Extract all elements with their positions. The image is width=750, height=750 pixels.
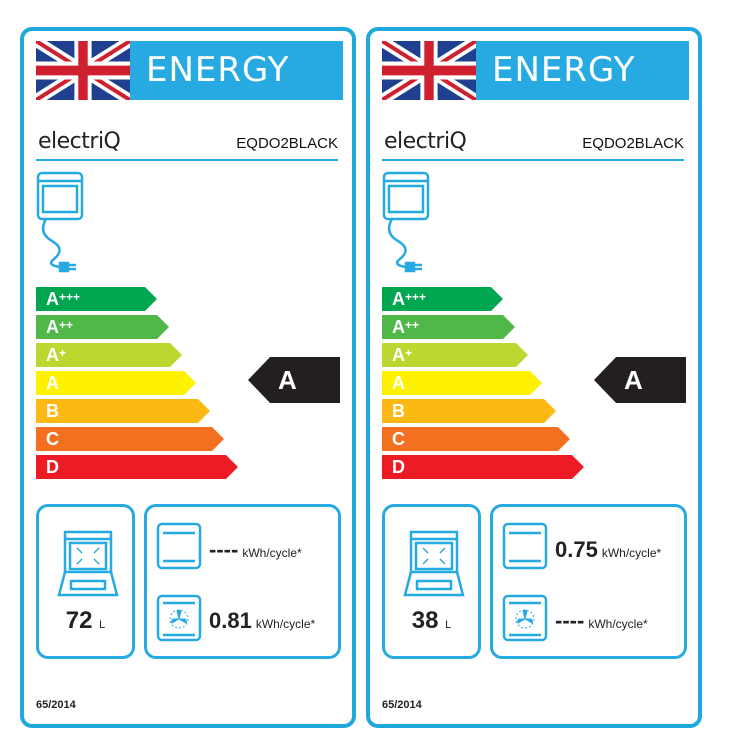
energy-class-bar: B <box>382 399 556 423</box>
conventional-oven-icon <box>501 521 549 571</box>
brand-logo: electriQ <box>384 129 467 154</box>
uk-flag-icon <box>36 41 130 100</box>
energy-class-bar: A+ <box>36 343 182 367</box>
unit: kWh/cycle* <box>255 617 316 631</box>
energy-class-bar: B <box>36 399 210 423</box>
class-letter: B <box>46 401 59 421</box>
energy-class-bar: C <box>36 427 224 451</box>
class-letter: A <box>392 345 405 365</box>
energy-class-bar: A+ <box>382 343 528 367</box>
class-letter: C <box>392 429 405 449</box>
energy-header: ENERGY <box>130 41 343 100</box>
unit: kWh/cycle* <box>588 617 648 631</box>
unit: kWh/cycle* <box>242 546 302 560</box>
class-letter: A <box>392 317 405 337</box>
fan-forced-consumption: ---- kWh/cycle* <box>555 608 648 634</box>
model-number: EQDO2BLACK <box>236 135 338 152</box>
class-plus: + <box>59 346 67 360</box>
divider <box>36 159 338 161</box>
conventional-consumption: 0.75 kWh/cycle* <box>555 537 661 563</box>
model-number: EQDO2BLACK <box>582 135 684 152</box>
oven-volume: 38 L <box>385 607 478 635</box>
energy-class-bar: A+++ <box>36 287 157 311</box>
volume-unit: L <box>99 619 106 631</box>
class-letter: C <box>46 429 59 449</box>
class-plus: +++ <box>59 290 81 304</box>
conventional-value: ---- <box>209 537 239 562</box>
energy-label: ENERGY electriQ EQDO2BLACK A+++ A++ A+ A B C D… <box>366 27 702 728</box>
volume-value: 38 <box>411 607 439 634</box>
energy-class-bar: D <box>36 455 238 479</box>
class-letter: D <box>46 457 59 477</box>
brand-logo: electriQ <box>38 129 121 154</box>
regulation-number: 65/2014 <box>36 699 76 711</box>
class-letter: A <box>392 373 405 393</box>
energy-rating-arrow: A <box>594 357 686 403</box>
energy-consumption-box: 0.75 kWh/cycle* ---- kWh/cycle* <box>490 504 687 659</box>
oven-cavity-icon <box>403 530 465 597</box>
energy-class-bar: A+++ <box>382 287 503 311</box>
class-letter: A <box>46 345 59 365</box>
divider <box>382 159 684 161</box>
class-plus: + <box>405 346 413 360</box>
energy-label: ENERGY electriQ EQDO2BLACK A+++ A++ A+ A B C D… <box>20 27 356 728</box>
energy-class-bar: A++ <box>382 315 515 339</box>
energy-class-bar: A <box>36 371 196 395</box>
class-letter: D <box>392 457 405 477</box>
electric-oven-icon <box>36 171 84 273</box>
class-plus: ++ <box>405 318 420 332</box>
volume-unit: L <box>445 619 452 631</box>
fan-oven-icon <box>501 593 549 643</box>
oven-volume: 72 L <box>39 607 132 635</box>
fan-forced-value: ---- <box>555 608 585 633</box>
class-letter: A <box>46 289 59 309</box>
fan-forced-consumption: 0.81 kWh/cycle* <box>209 608 315 634</box>
fan-forced-value: 0.81 <box>209 608 252 633</box>
regulation-number: 65/2014 <box>382 699 422 711</box>
energy-class-bar: C <box>382 427 570 451</box>
energy-class-bar: A++ <box>36 315 169 339</box>
uk-flag-icon <box>382 41 476 100</box>
fan-oven-icon <box>155 593 203 643</box>
electric-oven-icon <box>382 171 430 273</box>
conventional-value: 0.75 <box>555 537 598 562</box>
class-letter: B <box>392 401 405 421</box>
unit: kWh/cycle* <box>601 546 662 560</box>
volume-box: 38 L <box>382 504 481 659</box>
energy-consumption-box: ---- kWh/cycle* 0.81 kWh/cycle* <box>144 504 341 659</box>
volume-box: 72 L <box>36 504 135 659</box>
energy-class-bar: D <box>382 455 584 479</box>
energy-rating-arrow: A <box>248 357 340 403</box>
class-letter: A <box>46 373 59 393</box>
volume-value: 72 <box>65 607 93 634</box>
energy-header: ENERGY <box>476 41 689 100</box>
energy-class-bar: A <box>382 371 542 395</box>
conventional-consumption: ---- kWh/cycle* <box>209 537 302 563</box>
class-letter: A <box>392 289 405 309</box>
oven-cavity-icon <box>57 530 119 597</box>
conventional-oven-icon <box>155 521 203 571</box>
class-plus: +++ <box>405 290 427 304</box>
class-plus: ++ <box>59 318 74 332</box>
class-letter: A <box>46 317 59 337</box>
